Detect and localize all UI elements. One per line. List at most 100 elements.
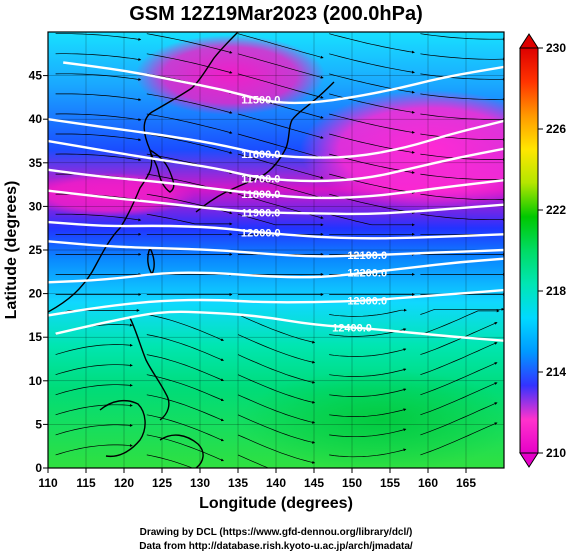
- streamline: [237, 374, 316, 404]
- streamline: [420, 342, 498, 376]
- contour-12200: [48, 257, 504, 284]
- streamline: [237, 454, 270, 468]
- streamline: [420, 133, 504, 141]
- streamline: [55, 383, 133, 396]
- colorbar-tick-label: 218: [546, 284, 566, 298]
- y-tick-label: 15: [29, 330, 43, 344]
- x-axis-ticks: 110 115 120 125 130 135 140 145 150 155 160 165: [38, 468, 476, 490]
- x-tick-label: 150: [342, 476, 362, 490]
- cold-core-north: [135, 35, 325, 115]
- y-tick-label: 35: [29, 156, 43, 170]
- x-tick-label: 145: [304, 476, 324, 490]
- contour-label: 11600.0: [241, 149, 280, 161]
- streamline: [237, 354, 316, 384]
- contour-label: 12200.0: [347, 268, 387, 280]
- streamline: [237, 133, 324, 159]
- streamline: [55, 423, 133, 436]
- streamline: [55, 444, 133, 456]
- streamline: [420, 382, 498, 416]
- streamline: [237, 113, 324, 139]
- streamline: [420, 153, 504, 161]
- plot-area: 11500.0 11600.0 11700.0 11800.0 11900.0 12000…: [48, 32, 504, 468]
- streamline: [146, 133, 233, 154]
- contour-11700: [48, 139, 504, 183]
- streamline: [329, 308, 407, 317]
- contour-12400: [55, 310, 504, 342]
- colorbar-bottom-arrow: [519, 452, 539, 468]
- x-tick-label: 120: [114, 476, 134, 490]
- streamline: [55, 33, 142, 41]
- streamline: [329, 368, 407, 377]
- colorbar-tick-label: 210: [546, 446, 566, 460]
- contour-label: 11800.0: [241, 189, 280, 201]
- contour-label: 12000.0: [241, 228, 281, 240]
- streamline: [146, 334, 224, 361]
- streamline: [55, 403, 133, 416]
- streamline: [146, 33, 233, 54]
- cold-band-west: [48, 173, 195, 217]
- streamline: [329, 213, 415, 227]
- streamline: [329, 388, 407, 397]
- coastline-philippines: [129, 317, 170, 421]
- y-tick-label: 5: [35, 417, 42, 431]
- y-tick-label: 10: [29, 374, 43, 388]
- streamline: [55, 93, 142, 102]
- x-tick-label: 140: [266, 476, 286, 490]
- streamline: [329, 448, 407, 458]
- coastlines: [48, 32, 335, 468]
- contour-label: 12300.0: [347, 296, 387, 308]
- streamline: [55, 113, 142, 122]
- x-tick-label: 135: [228, 476, 248, 490]
- streamline: [420, 193, 504, 202]
- streamline: [146, 454, 194, 468]
- streamline: [237, 394, 316, 424]
- streamline: [146, 53, 233, 74]
- contour-12300: [48, 288, 504, 317]
- credit-data: Data from http://database.rish.kyoto-u.a…: [139, 541, 413, 552]
- streamline: [329, 173, 415, 194]
- streamline: [420, 362, 498, 396]
- streamline: [420, 322, 498, 355]
- contour-label: 11700.0: [241, 173, 280, 185]
- streamline: [55, 308, 140, 315]
- colorbar-top-arrow: [519, 33, 539, 49]
- streamline: [329, 428, 407, 438]
- streamline: [420, 33, 504, 41]
- streamline: [237, 33, 324, 59]
- y-tick-label: 30: [29, 199, 43, 213]
- x-tick-label: 155: [380, 476, 400, 490]
- streamline: [420, 73, 504, 81]
- contour-12100: [48, 240, 504, 258]
- colorbar: 210 214 218 222 226 230: [519, 33, 566, 468]
- streamline: [329, 73, 415, 94]
- streamline: [420, 402, 498, 436]
- streamline: [237, 414, 316, 444]
- y-axis-ticks: 0 5 10 15 20 25 30 35 40 45: [29, 69, 48, 475]
- streamline: [420, 53, 504, 61]
- streamline: [329, 113, 415, 134]
- contour-12000: [48, 220, 504, 240]
- streamlines: [55, 33, 504, 468]
- streamline: [55, 343, 133, 355]
- contour-label: 11900.0: [241, 208, 280, 220]
- streamline: [329, 408, 407, 417]
- x-axis-label: Longitude (degrees): [199, 495, 353, 512]
- streamline: [146, 414, 224, 442]
- streamline: [420, 173, 504, 182]
- y-tick-label: 45: [29, 69, 43, 83]
- streamline: [146, 354, 224, 382]
- streamline: [420, 422, 498, 456]
- streamline: [55, 73, 142, 81]
- x-tick-label: 115: [76, 476, 96, 490]
- streamline: [55, 53, 142, 61]
- streamline: [146, 374, 224, 402]
- geopotential-contours: [48, 61, 504, 342]
- streamline: [420, 213, 504, 222]
- chart-title: GSM 12Z19Mar2023 (200.0hPa): [129, 3, 423, 25]
- contour-label: 11500.0: [241, 95, 280, 107]
- coastline-newguinea: [159, 434, 204, 468]
- streamline: [55, 133, 142, 142]
- y-tick-label: 20: [29, 287, 43, 301]
- x-tick-label: 130: [190, 476, 210, 490]
